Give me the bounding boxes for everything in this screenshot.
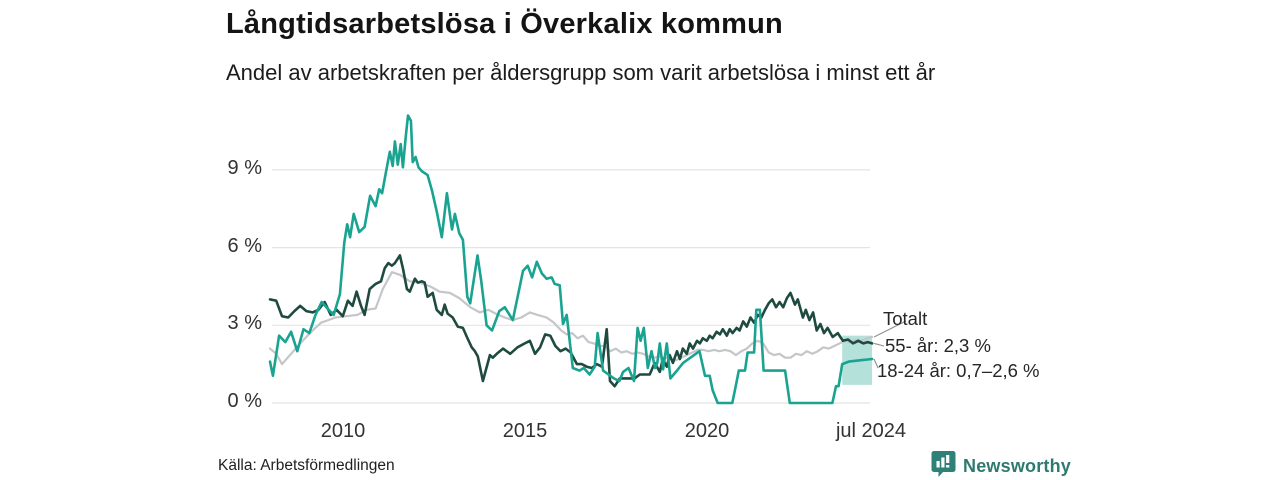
series-line-55-r bbox=[268, 254, 874, 388]
leader-line bbox=[873, 342, 885, 347]
page-title: Långtidsarbetslösa i Överkalix kommun bbox=[226, 8, 783, 40]
annotation-55-ar: 55- år: 2,3 % bbox=[885, 335, 991, 356]
newsworthy-wordmark: Newsworthy bbox=[963, 456, 1072, 476]
leader-line bbox=[873, 358, 879, 369]
annotation-18-24-ar: 18-24 år: 0,7–2,6 % bbox=[877, 360, 1040, 381]
leader-line bbox=[873, 320, 907, 338]
y-tick-label-3: 3 % bbox=[227, 312, 262, 334]
y-tick-label-9: 9 % bbox=[227, 157, 262, 179]
source-note: Källa: Arbetsförmedlingen bbox=[218, 457, 395, 474]
x-tick-label-jul-2024: jul 2024 bbox=[835, 420, 907, 442]
page-subtitle: Andel av arbetskraften per åldersgrupp s… bbox=[226, 60, 936, 85]
x-tick-label-2020: 2020 bbox=[684, 420, 730, 442]
y-tick-label-6: 6 % bbox=[227, 235, 262, 257]
y-tick-label-0: 0 % bbox=[227, 390, 262, 412]
x-tick-label-2010: 2010 bbox=[320, 420, 366, 442]
annotation-totalt: Totalt bbox=[883, 308, 928, 329]
newsworthy-logo: Newsworthy bbox=[931, 450, 1071, 480]
x-tick-label-2015: 2015 bbox=[502, 420, 548, 442]
series-line-18-24-r bbox=[268, 114, 874, 405]
bar-chart-bubble-icon bbox=[931, 450, 956, 480]
series-line-totalt bbox=[268, 271, 874, 366]
